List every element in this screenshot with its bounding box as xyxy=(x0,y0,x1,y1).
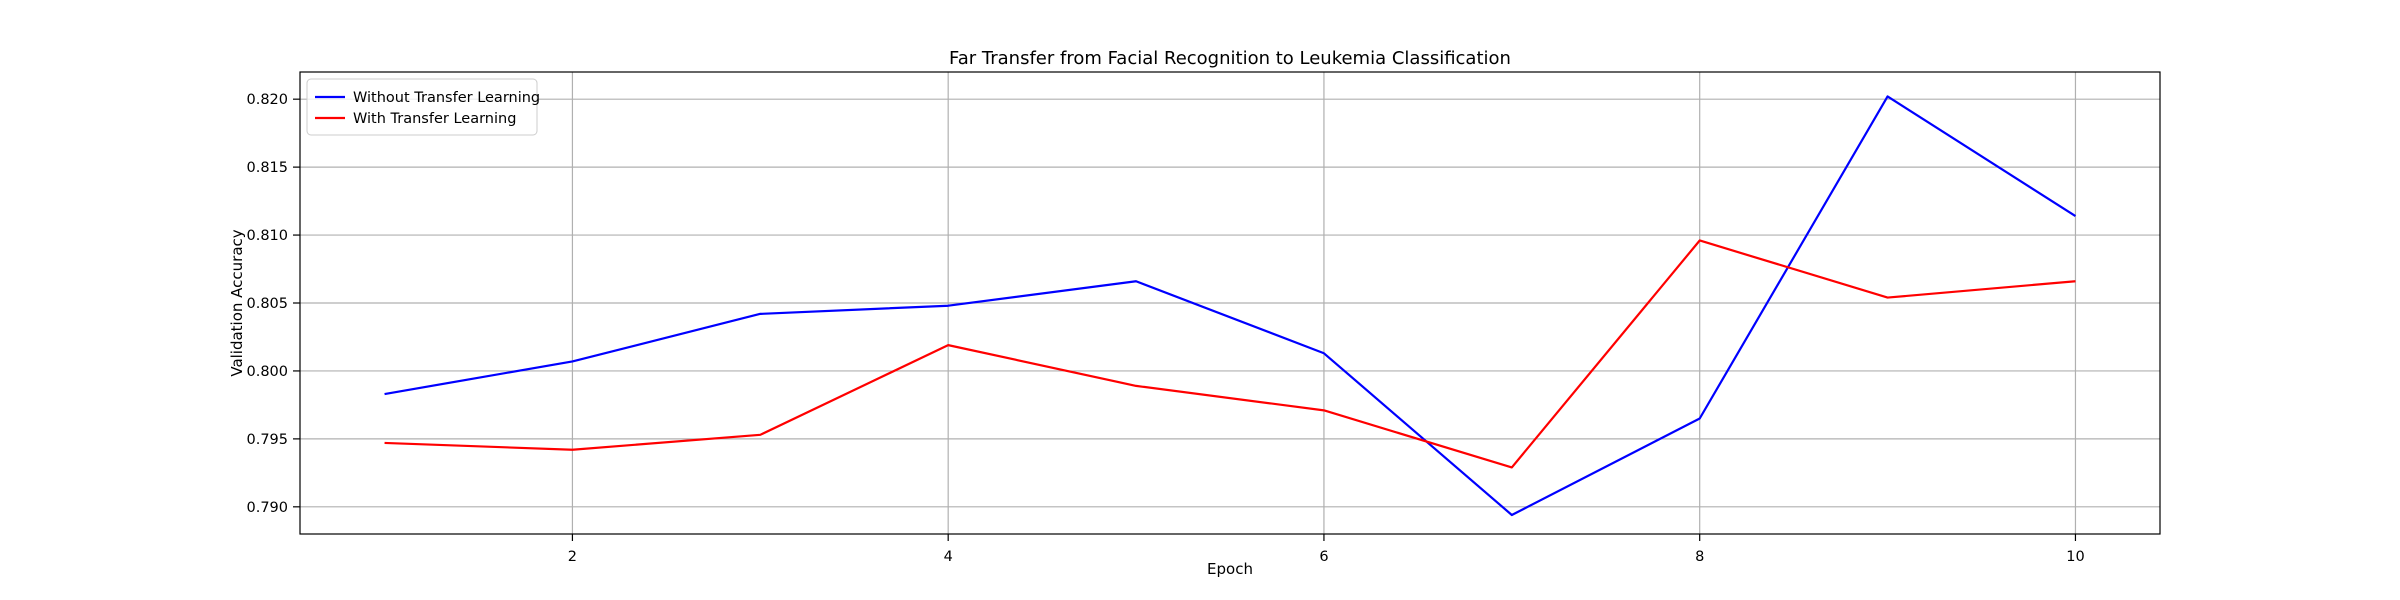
y-tick-label: 0.805 xyxy=(246,296,288,312)
x-tick-label: 6 xyxy=(1319,549,1328,565)
x-tick-label: 2 xyxy=(568,549,577,565)
y-tick-label: 0.790 xyxy=(246,500,288,516)
y-tick-label: 0.810 xyxy=(246,228,288,244)
y-tick-label: 0.815 xyxy=(246,160,288,176)
y-axis-label: Validation Accuracy xyxy=(228,229,246,376)
x-tick-label: 10 xyxy=(2066,549,2084,565)
y-tick-label: 0.795 xyxy=(246,432,288,448)
tick-layer: 2 4 6 8 10 0.790 0.795 0.800 0.805 0.810 0.815 0.82… xyxy=(246,92,2084,565)
y-tick-label: 0.820 xyxy=(246,92,288,108)
legend: Without Transfer Learning With Transfer L… xyxy=(306,78,540,136)
legend-label-2: With Transfer Learning xyxy=(353,111,516,127)
legend-label-1: Without Transfer Learning xyxy=(353,90,540,106)
x-tick-label: 8 xyxy=(1695,549,1704,565)
series-layer xyxy=(384,95,2077,517)
x-tick-label: 4 xyxy=(944,549,953,565)
chart-title: Far Transfer from Facial Recognition to … xyxy=(949,48,1511,69)
legend-box xyxy=(306,78,538,136)
series-line-1 xyxy=(384,95,2077,517)
series-line-2 xyxy=(384,239,2076,469)
x-axis-label: Epoch xyxy=(1207,560,1253,578)
grid-layer xyxy=(300,72,2160,534)
y-tick-label: 0.800 xyxy=(246,364,288,380)
